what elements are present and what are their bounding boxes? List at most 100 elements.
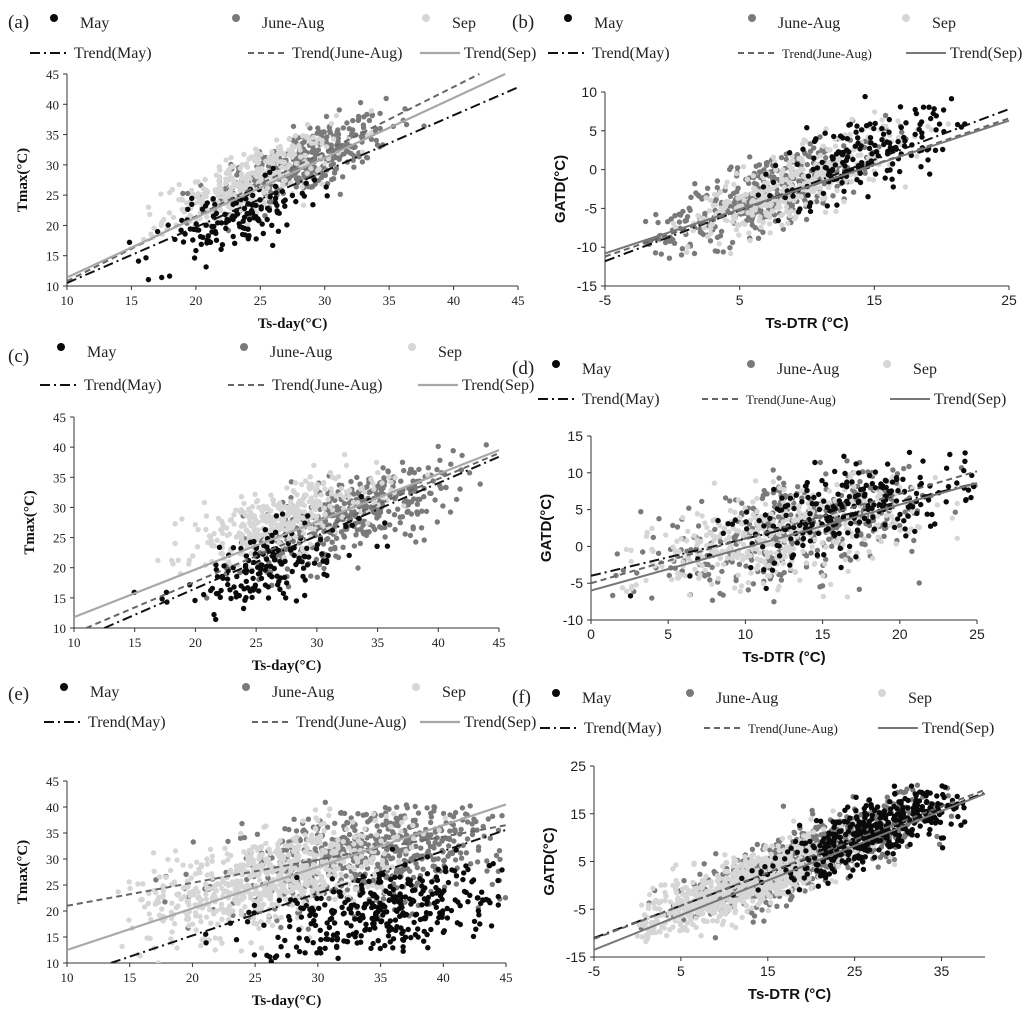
data-point bbox=[692, 567, 697, 572]
trend-line-trend_sep bbox=[74, 450, 499, 617]
data-point bbox=[643, 219, 648, 224]
data-point bbox=[304, 546, 309, 551]
data-point bbox=[227, 903, 232, 908]
data-point bbox=[223, 181, 228, 186]
data-point bbox=[685, 529, 690, 534]
data-point bbox=[721, 249, 726, 254]
data-point bbox=[192, 255, 197, 260]
data-point bbox=[306, 817, 311, 822]
data-point bbox=[807, 511, 812, 516]
data-point bbox=[358, 541, 363, 546]
panel-label: (b) bbox=[512, 12, 534, 33]
data-point bbox=[653, 212, 658, 217]
x-tick-label: 25 bbox=[254, 293, 267, 308]
data-point bbox=[324, 184, 329, 189]
data-point bbox=[868, 140, 873, 145]
data-point bbox=[158, 191, 163, 196]
data-point bbox=[767, 221, 772, 226]
trend-line-trend_jja bbox=[67, 74, 479, 281]
data-point bbox=[832, 539, 837, 544]
y-tick-label: 0 bbox=[575, 538, 583, 554]
data-point bbox=[783, 513, 788, 518]
data-point bbox=[218, 527, 223, 532]
data-point bbox=[266, 918, 271, 923]
y-axis-title: Tmax(°C) bbox=[15, 840, 31, 904]
data-point bbox=[725, 555, 730, 560]
legend-marker-sep bbox=[422, 14, 430, 22]
data-point bbox=[672, 241, 677, 246]
data-point bbox=[476, 848, 481, 853]
data-point bbox=[263, 173, 268, 178]
data-point bbox=[331, 176, 336, 181]
legend-marker-sep bbox=[412, 683, 420, 691]
data-point bbox=[800, 158, 805, 163]
data-point bbox=[962, 459, 967, 464]
legend-marker-sep bbox=[408, 343, 416, 351]
data-point bbox=[801, 174, 806, 179]
data-point bbox=[228, 596, 233, 601]
x-tick-label: 45 bbox=[500, 970, 513, 985]
data-point bbox=[758, 209, 763, 214]
data-point bbox=[243, 196, 248, 201]
data-point bbox=[203, 264, 208, 269]
data-point bbox=[234, 200, 239, 205]
data-point bbox=[234, 172, 239, 177]
data-point bbox=[261, 231, 266, 236]
data-point bbox=[733, 578, 738, 583]
data-point bbox=[440, 503, 445, 508]
data-point bbox=[415, 502, 420, 507]
data-point bbox=[239, 171, 244, 176]
data-point bbox=[715, 235, 720, 240]
data-point bbox=[851, 190, 856, 195]
data-point bbox=[755, 556, 760, 561]
data-point bbox=[274, 574, 279, 579]
data-point bbox=[451, 838, 456, 843]
y-tick-label: -10 bbox=[563, 612, 583, 628]
data-point bbox=[734, 189, 739, 194]
data-point bbox=[284, 222, 289, 227]
data-point bbox=[226, 911, 231, 916]
data-point bbox=[172, 541, 177, 546]
data-point bbox=[686, 506, 691, 511]
data-point bbox=[459, 856, 464, 861]
data-point bbox=[760, 230, 765, 235]
data-point bbox=[173, 848, 178, 853]
data-point bbox=[768, 185, 773, 190]
data-point bbox=[300, 133, 305, 138]
data-point bbox=[214, 538, 219, 543]
data-point bbox=[820, 583, 825, 588]
data-point bbox=[847, 494, 852, 499]
y-tick-label: 5 bbox=[589, 123, 597, 139]
data-point bbox=[906, 464, 911, 469]
data-point bbox=[761, 523, 766, 528]
data-point bbox=[334, 129, 339, 134]
x-tick-label: 0 bbox=[587, 626, 595, 642]
data-point bbox=[838, 150, 843, 155]
data-point bbox=[354, 475, 359, 480]
data-point bbox=[322, 486, 327, 491]
data-point bbox=[241, 501, 246, 506]
data-point bbox=[726, 529, 731, 534]
data-point bbox=[708, 223, 713, 228]
trend-line-trend_sep bbox=[67, 74, 505, 278]
y-tick-label: 5 bbox=[575, 502, 583, 518]
data-point bbox=[273, 196, 278, 201]
data-point bbox=[322, 506, 327, 511]
data-point bbox=[428, 820, 433, 825]
data-point bbox=[918, 502, 923, 507]
data-point bbox=[340, 545, 345, 550]
data-point bbox=[821, 594, 826, 599]
data-point bbox=[747, 154, 752, 159]
data-point bbox=[777, 553, 782, 558]
trend-line-trend_may bbox=[605, 109, 1009, 261]
data-point bbox=[165, 857, 170, 862]
data-point bbox=[424, 509, 429, 514]
data-point bbox=[421, 494, 426, 499]
data-point bbox=[849, 117, 854, 122]
x-tick-label: 40 bbox=[432, 635, 445, 650]
legend-label-jja: June-Aug bbox=[777, 361, 839, 378]
data-point bbox=[806, 153, 811, 158]
data-point bbox=[213, 231, 218, 236]
data-point bbox=[283, 197, 288, 202]
data-point bbox=[231, 584, 236, 589]
